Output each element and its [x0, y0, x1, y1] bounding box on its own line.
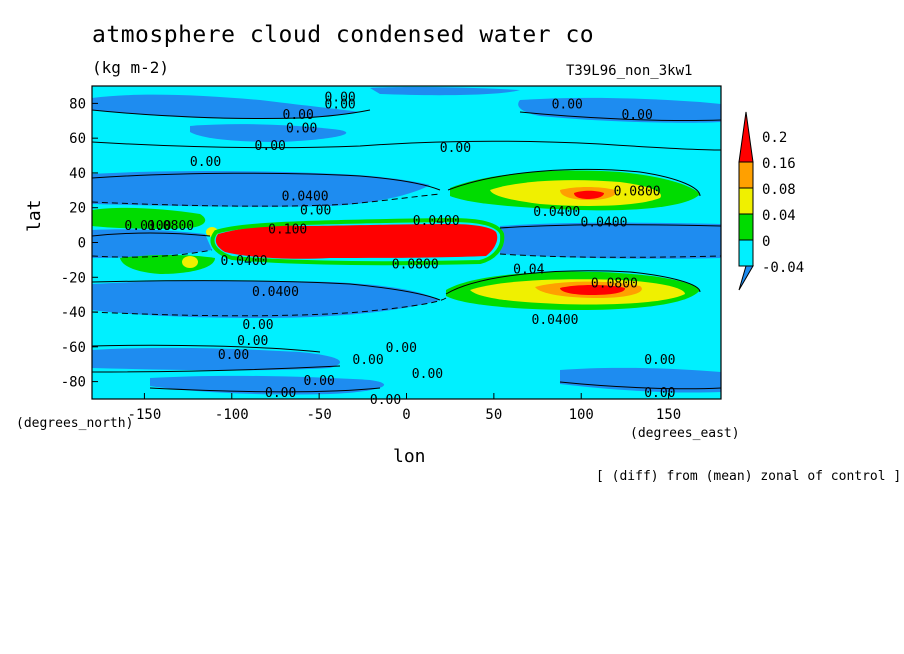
colorbar-c4 [738, 161, 754, 189]
run-id-label: T39L96_non_3kw1 [566, 63, 693, 79]
contour-label: 0.0800 [147, 219, 194, 234]
contour-label: 0.0400 [532, 313, 579, 328]
y-tick-label: 40 [69, 166, 86, 182]
colorbar-above [738, 111, 754, 163]
chart-units: (kg m-2) [92, 58, 170, 77]
contour-fill-negative-south [92, 347, 340, 371]
contour-fill-nh-0.2 [574, 190, 604, 199]
colorbar-label: 0.16 [762, 156, 796, 172]
contour-fill-negative-north-4 [370, 86, 520, 96]
contour-label: 0.00 [255, 139, 286, 154]
y-tick-label: -20 [61, 270, 86, 286]
contour-label: 0.0400 [413, 214, 460, 229]
contour-label: 0.00 [552, 97, 583, 112]
contour-label: 0.100 [268, 223, 307, 238]
contour-fill-negative-equator [500, 222, 721, 259]
plot-area [92, 86, 721, 399]
x-tick-label: 50 [485, 407, 502, 423]
y-axis-ticks: 80 60 40 20 0 -20 -40 -60 -80 [61, 96, 98, 391]
x-tick-label: 150 [656, 407, 681, 423]
contour-fill-tropical-0.2 [215, 224, 498, 259]
x-tick-label: 0 [402, 407, 410, 423]
x-units-label: (degrees_east) [630, 426, 740, 441]
contour-label: 0.00 [370, 393, 401, 408]
contour-label: 0.0100 [124, 219, 171, 234]
colorbar-labels: 0.2 0.16 0.08 0.04 0 -0.04 [762, 130, 804, 276]
contour-label: 0.00 [324, 97, 355, 112]
y-tick-label: 0 [78, 236, 86, 252]
colorbar-label: 0.2 [762, 130, 787, 146]
y-axis-label: lat [24, 199, 45, 232]
contour-label: 0.00 [412, 367, 443, 382]
contour-label: 0.00 [265, 386, 296, 401]
y-tick-label: 60 [69, 131, 86, 147]
contour-lines [92, 109, 721, 393]
y-units-label: (degrees_north) [16, 416, 134, 431]
x-tick-label: 100 [569, 407, 594, 423]
contour-label: 0.04 [513, 263, 544, 278]
chart-title: atmosphere cloud condensed water co [92, 22, 595, 48]
contour-fill-negative-sh-subtropics [92, 280, 440, 318]
contour-label: 0.0400 [221, 254, 268, 269]
contour-fill-negative-south-3 [560, 367, 721, 393]
contour-label: 0.00 [300, 203, 331, 218]
colorbar-c3 [738, 187, 754, 215]
colorbar-c2 [738, 213, 754, 241]
contour-fill-negative-equator-west [92, 229, 212, 258]
colorbar-label: 0 [762, 234, 770, 250]
colorbar-below [738, 265, 754, 291]
x-tick-label: -150 [128, 407, 162, 423]
contour-label: 0.0800 [591, 276, 638, 291]
y-tick-label: -60 [61, 340, 86, 356]
contour-label: 0.0400 [282, 190, 329, 205]
y-tick-label: -40 [61, 305, 86, 321]
contour-label: 0.00 [352, 353, 383, 368]
contour-label: 0.00 [324, 90, 355, 105]
contour-label: 0.00 [621, 108, 652, 123]
contour-fill-negative-north [92, 94, 360, 119]
contour-fill-negative-nh-subtropics [92, 171, 430, 207]
contour-fill-tropical-0.04-edge [210, 217, 505, 266]
contour-fill-negative-south-2 [150, 375, 385, 395]
contour-fill-west-0.08 [182, 256, 198, 268]
colorbar-label: -0.04 [762, 260, 804, 276]
y-tick-label: -80 [61, 375, 86, 391]
contour-label: 0.00 [644, 353, 675, 368]
diff-note: [ (diff) from (mean) zonal of control ] [596, 469, 902, 484]
x-tick-label: -100 [215, 407, 249, 423]
contour-fill-sh-0.2 [560, 285, 626, 295]
contour-fill-west-0.04 [92, 207, 206, 229]
contour-label: 0.0400 [533, 205, 580, 220]
x-tick-label: -50 [306, 407, 331, 423]
contour-label: 0.0800 [614, 184, 661, 199]
contour-label: 0.0400 [252, 285, 299, 300]
contour-label: 0.0400 [580, 216, 627, 231]
contour-label: 0.00 [283, 108, 314, 123]
colorbar-c1 [738, 239, 754, 267]
contour-label: 0.00 [286, 122, 317, 137]
contour-labels: 0.000.00 0.000.00 0.000.000.00 0.000.000.08… [124, 90, 675, 408]
contour-label: 0.00 [440, 141, 471, 156]
y-tick-label: 80 [69, 96, 86, 112]
contour-label: 0.00 [242, 318, 273, 333]
colorbar: 0.2 0.16 0.08 0.04 0 -0.04 [738, 111, 804, 291]
colorbar-label: 0.08 [762, 182, 796, 198]
contour-label: 0.00 [386, 341, 417, 356]
contour-fill-negative-north-2 [190, 124, 347, 142]
contour-label: 0.0800 [392, 257, 439, 272]
contour-label: 0.00 [218, 348, 249, 363]
colorbar-label: 0.04 [762, 208, 796, 224]
x-axis-label: lon [393, 446, 426, 467]
x-axis-ticks: -150 -100 -50 0 50 100 150 [128, 393, 681, 423]
contour-label: 0.00 [303, 374, 334, 389]
y-tick-label: 20 [69, 201, 86, 217]
contour-label: 0.00 [190, 155, 221, 170]
contour-label: 0.00 [237, 334, 268, 349]
contour-label: 0.00 [644, 386, 675, 401]
